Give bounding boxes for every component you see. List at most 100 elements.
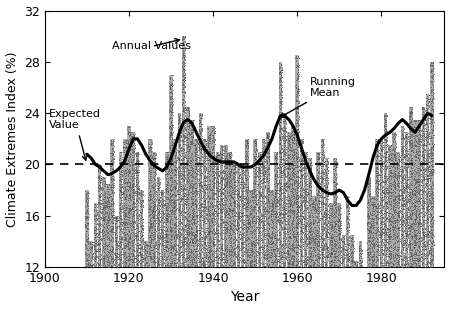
Point	[147, 203, 154, 208]
Point	[415, 247, 422, 252]
Point	[97, 257, 104, 262]
Point	[112, 242, 119, 247]
Point	[169, 184, 176, 189]
Point	[218, 242, 225, 247]
Point	[419, 154, 427, 159]
Point	[413, 247, 420, 252]
Point	[154, 184, 161, 188]
Point	[292, 153, 299, 157]
Point	[235, 187, 242, 192]
Point	[201, 253, 208, 258]
Y-axis label: Climate Extremes Index (%): Climate Extremes Index (%)	[5, 51, 18, 227]
Point	[285, 215, 292, 220]
Point	[210, 137, 217, 142]
Point	[346, 235, 353, 240]
Point	[374, 211, 382, 216]
Point	[239, 214, 246, 219]
Point	[370, 223, 377, 228]
Point	[400, 233, 407, 238]
Point	[282, 240, 289, 245]
Point	[218, 198, 225, 203]
Point	[202, 234, 210, 239]
Point	[269, 263, 276, 268]
Point	[177, 132, 184, 137]
Point	[215, 222, 222, 227]
Point	[400, 144, 408, 148]
Point	[252, 141, 260, 146]
Point	[114, 264, 121, 269]
Point	[154, 202, 161, 207]
Point	[255, 258, 262, 263]
Point	[406, 229, 414, 234]
Point	[100, 218, 108, 223]
Point	[428, 127, 435, 132]
Point	[202, 202, 209, 207]
Point	[196, 137, 203, 142]
Point	[206, 237, 213, 242]
Point	[239, 257, 247, 262]
Point	[214, 197, 221, 202]
Point	[116, 215, 123, 219]
Point	[213, 204, 220, 209]
Point	[236, 198, 243, 203]
Point	[370, 212, 378, 217]
Point	[130, 186, 138, 191]
Point	[269, 206, 276, 210]
Point	[226, 170, 234, 175]
Point	[365, 228, 373, 233]
Point	[372, 190, 379, 195]
Point	[373, 173, 380, 178]
Point	[387, 185, 394, 190]
Point	[206, 203, 213, 208]
Point	[216, 170, 223, 175]
Point	[410, 237, 418, 242]
Point	[114, 246, 121, 251]
Point	[313, 238, 320, 243]
Point	[408, 213, 415, 218]
Point	[397, 215, 405, 219]
Point	[138, 257, 145, 262]
Point	[301, 219, 308, 224]
Point	[122, 241, 130, 246]
Point	[218, 161, 225, 166]
Point	[206, 133, 213, 138]
Point	[126, 138, 134, 143]
Point	[121, 176, 128, 181]
Point	[266, 227, 273, 232]
Point	[250, 235, 257, 240]
Point	[96, 195, 103, 200]
Point	[295, 203, 302, 208]
Point	[377, 148, 384, 153]
Point	[317, 204, 324, 209]
Point	[167, 260, 174, 265]
Point	[429, 219, 436, 224]
Point	[201, 218, 208, 223]
Point	[375, 182, 382, 187]
Point	[407, 173, 414, 178]
Point	[148, 193, 155, 198]
Point	[93, 218, 100, 223]
Point	[292, 65, 300, 70]
Bar	[157, 177, 160, 267]
Point	[416, 187, 423, 192]
Point	[264, 216, 271, 221]
Point	[375, 198, 382, 203]
Point	[392, 210, 399, 215]
Point	[274, 217, 281, 222]
Point	[183, 126, 190, 131]
Point	[427, 121, 434, 126]
Point	[242, 187, 249, 192]
Point	[281, 185, 288, 190]
Point	[428, 97, 435, 102]
Point	[291, 210, 298, 215]
Point	[171, 236, 178, 241]
Point	[180, 237, 188, 242]
Point	[285, 237, 292, 242]
Point	[158, 244, 165, 249]
Point	[167, 127, 175, 132]
Point	[264, 207, 271, 212]
Point	[159, 196, 166, 201]
Point	[223, 153, 230, 158]
Point	[194, 248, 201, 253]
Point	[406, 133, 413, 138]
